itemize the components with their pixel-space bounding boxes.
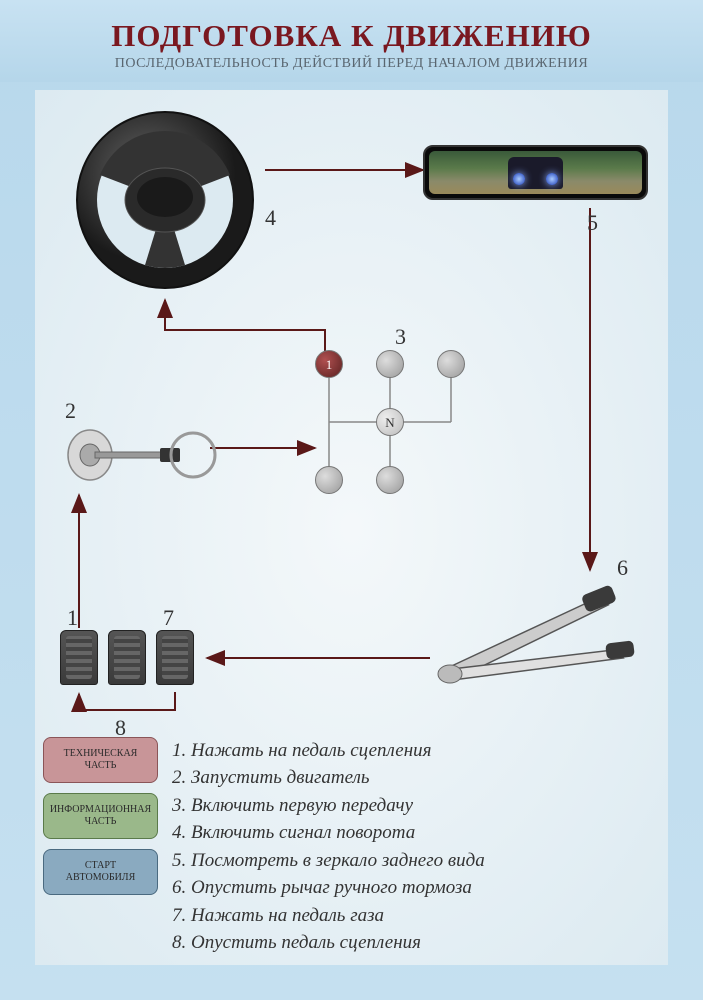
gear-2 bbox=[315, 466, 343, 494]
header: ПОДГОТОВКА К ДВИЖЕНИЮ ПОСЛЕДОВАТЕЛЬНОСТЬ… bbox=[0, 0, 703, 82]
legend: ТЕХНИЧЕСКАЯЧАСТЬ ИНФОРМАЦИОННАЯЧАСТЬ СТА… bbox=[43, 737, 485, 957]
step-1: 1. Нажать на педаль сцепления bbox=[172, 737, 485, 765]
gear-3 bbox=[376, 350, 404, 378]
gear-shift-icon: 1 N bbox=[315, 350, 465, 495]
diagram-label-2: 2 bbox=[65, 398, 76, 424]
diagram-label-5: 5 bbox=[587, 210, 598, 236]
legend-box-informational: ИНФОРМАЦИОННАЯЧАСТЬ bbox=[43, 793, 158, 839]
handbrake-icon bbox=[428, 580, 638, 690]
diagram-label-6: 6 bbox=[617, 555, 628, 581]
steering-wheel-icon bbox=[70, 105, 260, 295]
step-6: 6. Опустить рычаг ручного тормоза bbox=[172, 874, 485, 902]
page-title: ПОДГОТОВКА К ДВИЖЕНИЮ bbox=[20, 18, 683, 54]
legend-boxes: ТЕХНИЧЕСКАЯЧАСТЬ ИНФОРМАЦИОННАЯЧАСТЬ СТА… bbox=[43, 737, 158, 957]
gear-4 bbox=[376, 466, 404, 494]
diagram-label-4: 4 bbox=[265, 205, 276, 231]
step-5: 5. Посмотреть в зеркало заднего вида bbox=[172, 847, 485, 875]
gear-5 bbox=[437, 350, 465, 378]
ignition-key-icon bbox=[65, 420, 235, 490]
diagram-canvas: 4 5 2 1 bbox=[35, 90, 668, 965]
step-8: 8. Опустить педаль сцепления bbox=[172, 929, 485, 957]
legend-box-start: СТАРТАВТОМОБИЛЯ bbox=[43, 849, 158, 895]
step-2: 2. Запустить двигатель bbox=[172, 764, 485, 792]
step-7: 7. Нажать на педаль газа bbox=[172, 902, 485, 930]
diagram-label-7: 7 bbox=[163, 605, 174, 631]
gear-neutral: N bbox=[376, 408, 404, 436]
pedal-clutch bbox=[60, 630, 98, 685]
steps-list: 1. Нажать на педаль сцепления 2. Запусти… bbox=[172, 737, 485, 957]
step-4: 4. Включить сигнал поворота bbox=[172, 819, 485, 847]
diagram-label-1: 1 bbox=[67, 605, 78, 631]
diagram-label-3: 3 bbox=[395, 324, 406, 350]
step-3: 3. Включить первую передачу bbox=[172, 792, 485, 820]
gear-1: 1 bbox=[315, 350, 343, 378]
legend-box-technical: ТЕХНИЧЕСКАЯЧАСТЬ bbox=[43, 737, 158, 783]
mirror-icon bbox=[423, 145, 648, 200]
pedals-icon bbox=[60, 630, 194, 685]
pedal-gas bbox=[156, 630, 194, 685]
pedal-brake bbox=[108, 630, 146, 685]
page-subtitle: ПОСЛЕДОВАТЕЛЬНОСТЬ ДЕЙСТВИЙ ПЕРЕД НАЧАЛО… bbox=[20, 56, 683, 72]
